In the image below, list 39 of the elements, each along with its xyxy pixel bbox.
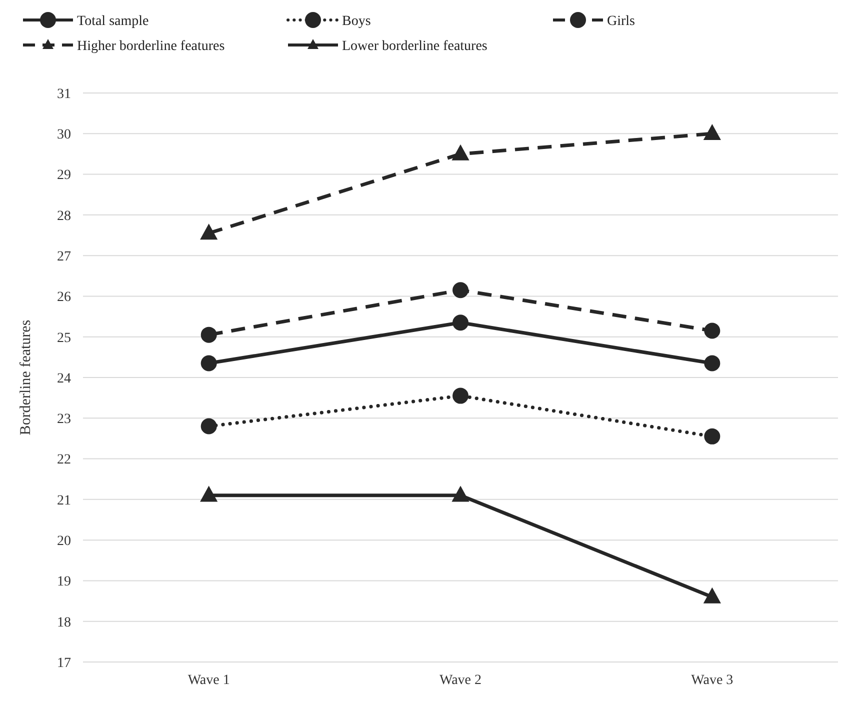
point: [703, 587, 721, 604]
y-tick-label: 25: [57, 330, 71, 346]
y-tick-label: 27: [57, 249, 71, 264]
legend-label: Higher borderline features: [77, 39, 225, 54]
point: [704, 322, 720, 339]
y-tick-label: 26: [57, 290, 71, 306]
point: [452, 388, 468, 404]
y-tick-label: 18: [57, 615, 71, 630]
legend-label: Total sample: [77, 14, 149, 29]
x-tick-label: Wave 3: [691, 673, 734, 688]
y-tick-label: 29: [57, 168, 71, 184]
x-tick-label: Wave 2: [439, 673, 482, 688]
point: [452, 282, 468, 298]
point: [704, 355, 720, 372]
point: [703, 124, 721, 140]
point: [704, 428, 720, 444]
y-tick-label: 17: [57, 656, 71, 671]
point: [200, 486, 218, 502]
x-tick-label: Wave 1: [188, 673, 230, 688]
y-tick-label: 23: [57, 412, 71, 428]
point: [200, 355, 217, 372]
point: [200, 418, 217, 434]
y-tick-label: 21: [57, 493, 71, 508]
y-tick-label: 20: [57, 534, 71, 549]
legend-label: Lower borderline features: [342, 39, 488, 54]
y-tick-label: 31: [57, 86, 71, 102]
y-tick-label: 19: [57, 574, 71, 590]
y-tick-label: 30: [57, 128, 71, 143]
y-tick-label: 24: [57, 371, 71, 386]
point: [452, 144, 470, 160]
y-tick-label: 28: [57, 208, 71, 224]
point: [200, 224, 218, 240]
y-tick-label: 22: [57, 452, 71, 468]
legend-label: Girls: [607, 14, 635, 29]
legend-label: Boys: [342, 14, 371, 29]
point: [200, 326, 217, 343]
y-axis-title: Borderline features: [18, 320, 34, 436]
point: [452, 486, 470, 502]
point: [452, 314, 468, 331]
